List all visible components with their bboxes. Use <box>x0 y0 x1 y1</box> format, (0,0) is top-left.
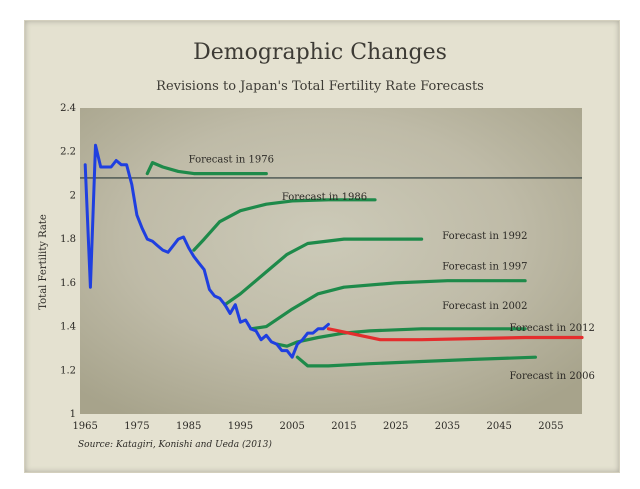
y-tick-label: 2.2 <box>60 147 76 158</box>
x-tick-label: 1995 <box>228 421 253 432</box>
forecast-label-1: Forecast in 1986 <box>282 192 367 203</box>
y-tick-label: 2.4 <box>60 103 76 114</box>
forecast-label-5: Forecast in 2006 <box>510 371 595 382</box>
label-layer: Forecast in 1976 Forecast in 1986 Forecast… <box>189 155 595 382</box>
forecast-layer <box>145 161 584 368</box>
chart-subtitle: Revisions to Japan's Total Fertility Rat… <box>156 79 484 94</box>
x-tick-label: 2035 <box>435 421 460 432</box>
chart-title: Demographic Changes <box>193 40 447 65</box>
forecast-line-6 <box>326 327 584 342</box>
axes: 1 1.2 1.4 1.6 1.8 2 2.2 2.4 1965 1975 1985 1995 2005… <box>60 103 564 432</box>
y-tick-label: 1.4 <box>60 322 76 333</box>
forecast-line-3 <box>249 279 527 331</box>
x-tick-label: 2015 <box>331 421 356 432</box>
actual-tfr-line <box>83 143 330 359</box>
plot-area <box>80 108 582 414</box>
source-note: Source: Katagiri, Konishi and Ueda (2013… <box>78 440 272 450</box>
y-axis-label: Total Fertility Rate <box>38 214 49 310</box>
x-tick-label: 1975 <box>124 421 149 432</box>
y-tick-label: 1.6 <box>60 278 76 289</box>
forecast-label-6: Forecast in 2012 <box>510 323 595 334</box>
x-tick-label: 1965 <box>72 421 97 432</box>
forecast-line-5 <box>295 355 537 368</box>
forecast-label-0: Forecast in 1976 <box>189 155 274 166</box>
y-tick-label: 1 <box>70 409 76 420</box>
forecast-line-2 <box>223 237 424 307</box>
y-tick-label: 1.2 <box>60 365 76 376</box>
actual-layer <box>83 143 330 359</box>
y-tick-label: 2 <box>70 190 76 201</box>
x-tick-label: 2025 <box>383 421 408 432</box>
x-tick-label: 2045 <box>486 421 511 432</box>
x-tick-label: 2055 <box>538 421 563 432</box>
forecast-line-1 <box>192 198 377 252</box>
forecast-label-2: Forecast in 1992 <box>442 231 527 242</box>
forecast-label-3: Forecast in 1997 <box>442 262 527 273</box>
y-tick-label: 1.8 <box>60 234 76 245</box>
x-tick-label: 1985 <box>176 421 201 432</box>
forecast-line-0 <box>145 161 268 176</box>
x-tick-label: 2005 <box>279 421 304 432</box>
forecast-label-4: Forecast in 2002 <box>442 301 527 312</box>
